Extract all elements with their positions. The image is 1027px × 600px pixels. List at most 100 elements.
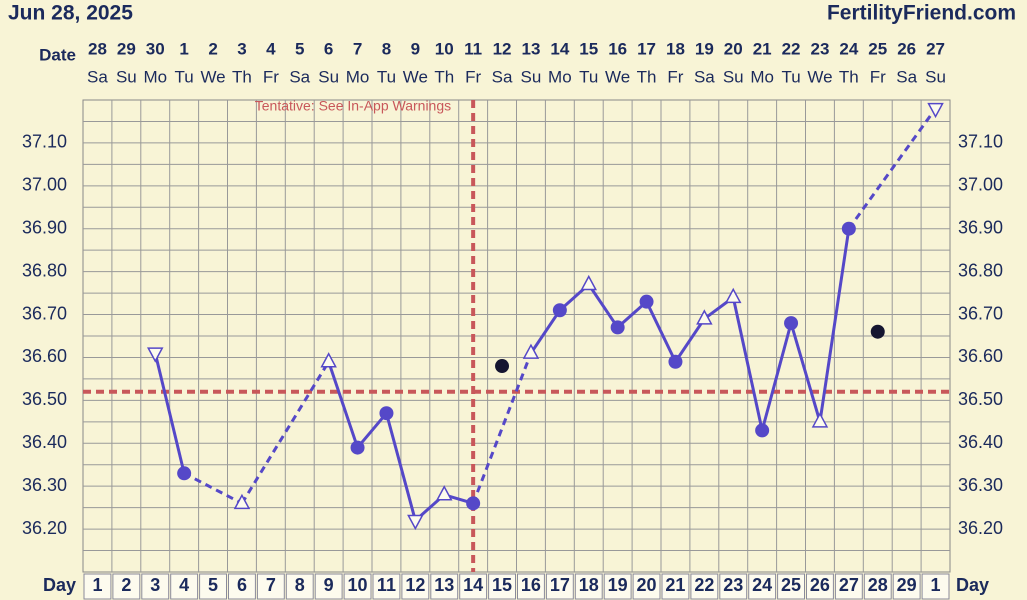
temp-point (668, 354, 683, 369)
x-tick-label: 1 (931, 575, 941, 595)
weekday-label: Sa (87, 67, 108, 86)
date-label: 10 (435, 39, 454, 58)
temp-line (818, 228, 851, 423)
weekday-label: We (807, 67, 832, 86)
weekday-label: Th (637, 67, 657, 86)
date-label: 7 (353, 39, 362, 58)
x-tick-label: 8 (295, 575, 305, 595)
day-cell (343, 573, 372, 600)
y-tick-label: 36.50 (22, 389, 67, 409)
x-tick-label: 20 (637, 575, 657, 595)
x-tick-label: 23 (723, 575, 743, 595)
temp-point (407, 514, 424, 531)
y-tick-label-right: 36.40 (958, 432, 1003, 452)
date-label: 23 (810, 39, 829, 58)
day-cell (430, 573, 459, 600)
day-cell (256, 573, 285, 600)
temp-line (183, 471, 243, 505)
x-tick-label: 21 (665, 575, 685, 595)
x-tick-label: 6 (237, 575, 247, 595)
temp-point (177, 466, 192, 481)
x-tick-label: 12 (405, 575, 425, 595)
x-tick-label: 27 (839, 575, 859, 595)
date-label: 29 (117, 39, 136, 58)
temp-point (784, 316, 799, 331)
x-tick-label: 11 (377, 575, 396, 595)
day-cell (141, 573, 170, 600)
date-label: 18 (666, 39, 685, 58)
y-tick-label-right: 36.20 (958, 518, 1003, 538)
date-label: 16 (608, 39, 627, 58)
day-cell (834, 573, 863, 600)
date-label: 2 (208, 39, 217, 58)
weekday-label: Th (232, 67, 252, 86)
temp-line (760, 322, 793, 431)
temp-point (841, 221, 856, 236)
x-tick-label: 14 (463, 575, 483, 595)
weekday-label: Sa (896, 67, 917, 86)
date-label: 15 (579, 39, 598, 58)
temp-line (731, 297, 764, 431)
y-tick-label-right: 37.10 (958, 132, 1003, 152)
y-tick-label-right: 36.60 (958, 346, 1003, 366)
date-label: 19 (695, 39, 714, 58)
temp-point (320, 352, 337, 368)
date-label: 9 (411, 39, 420, 58)
x-tick-label: 3 (150, 575, 160, 595)
weekday-label: Su (318, 67, 339, 86)
day-cell (632, 573, 661, 600)
x-tick-label: 24 (752, 575, 772, 595)
date-label: 26 (897, 39, 916, 58)
temp-line (153, 352, 186, 474)
y-tick-label: 37.00 (22, 175, 67, 195)
weekday-label: Su (521, 67, 542, 86)
temp-point (146, 347, 164, 363)
date-label: 20 (724, 39, 743, 58)
date-label: 3 (237, 39, 246, 58)
date-label: 12 (493, 39, 512, 58)
temp-point (350, 440, 365, 455)
temp-line (356, 412, 388, 449)
day-cell (199, 573, 228, 600)
date-label: 13 (521, 39, 540, 58)
temp-point (466, 496, 481, 511)
date-label: 24 (839, 39, 858, 58)
day-cell (574, 573, 603, 600)
y-tick-label-right: 36.90 (958, 217, 1003, 237)
temp-point (639, 294, 654, 309)
weekday-label: Su (116, 67, 137, 86)
date-label: Date (39, 45, 76, 64)
weekday-label: Mo (548, 67, 572, 86)
source: FertilityFriend.com (827, 2, 1016, 25)
day-cell (777, 573, 805, 600)
x-tick-label: 1 (92, 575, 102, 595)
temp-point (755, 423, 770, 438)
temp-line (789, 322, 822, 423)
day-label-right: Day (956, 575, 989, 595)
weekday-label: Tu (781, 67, 800, 86)
temp-point (435, 485, 453, 501)
weekday-label: Tu (175, 67, 194, 86)
day-cell (603, 573, 632, 600)
weekday-label: Su (925, 67, 946, 86)
weekday-label: Fr (465, 67, 481, 86)
temp-line (847, 107, 937, 230)
date-label: 22 (782, 39, 801, 58)
weekday-label: We (200, 67, 225, 86)
date-label: 1 (179, 39, 188, 58)
weekday-label: Fr (667, 67, 683, 86)
y-tick-label: 36.80 (22, 260, 67, 280)
date-label: 21 (753, 39, 772, 58)
x-tick-label: 13 (434, 575, 454, 595)
weekday-label: Sa (492, 67, 513, 86)
date-label: 28 (88, 39, 107, 58)
date-label: 4 (266, 39, 276, 58)
weekday-label: Fr (870, 67, 886, 86)
day-cell (517, 573, 545, 600)
y-tick-label: 36.70 (22, 303, 67, 323)
x-tick-label: 9 (324, 575, 334, 595)
temp-line (529, 309, 562, 355)
x-tick-label: 29 (897, 575, 917, 595)
y-tick-label: 36.90 (22, 217, 67, 237)
temp-point (379, 406, 394, 421)
